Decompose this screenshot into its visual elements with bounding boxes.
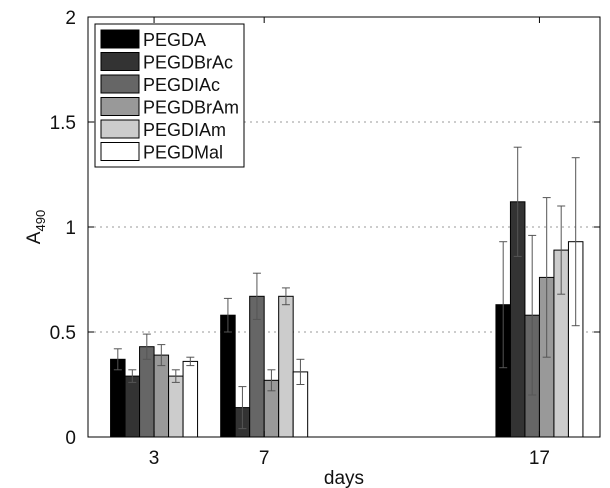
legend-label: PEGDBrAc bbox=[143, 53, 233, 73]
legend-swatch bbox=[100, 29, 140, 49]
legend-label: PEGDA bbox=[143, 30, 206, 50]
bar bbox=[168, 375, 184, 438]
x-tick-label: 7 bbox=[259, 448, 270, 469]
legend-swatch bbox=[100, 97, 140, 116]
x-tick-label: 3 bbox=[149, 448, 160, 469]
y-axis-label-subscript: 490 bbox=[33, 210, 48, 232]
legend-swatch bbox=[100, 74, 140, 94]
bars bbox=[110, 201, 584, 438]
error-bars bbox=[113, 146, 580, 430]
bar bbox=[139, 346, 155, 438]
y-tick-label: 0.5 bbox=[50, 323, 76, 344]
bar bbox=[220, 314, 236, 438]
y-tick-label: 2 bbox=[65, 8, 76, 29]
bar bbox=[278, 295, 294, 438]
bar bbox=[182, 360, 199, 438]
y-tick-label: 1.5 bbox=[50, 113, 76, 134]
legend-label: PEGDMal bbox=[143, 143, 223, 163]
y-tick-label: 0 bbox=[65, 428, 76, 449]
bar bbox=[110, 358, 126, 438]
legend-label: PEGDIAc bbox=[143, 75, 220, 95]
y-tick-label: 1 bbox=[65, 218, 76, 239]
legend-swatch bbox=[100, 119, 140, 139]
x-tick-label: 17 bbox=[529, 448, 550, 469]
bar bbox=[124, 375, 141, 438]
y-axis-label-main: A bbox=[24, 231, 45, 244]
axis-ticks: 0 0.5 1 1.5 2 3 7 17 bbox=[50, 8, 600, 469]
legend-label: PEGDBrAm bbox=[143, 98, 239, 118]
x-axis-label: days bbox=[324, 468, 364, 488]
bar bbox=[153, 354, 170, 438]
legend-swatch bbox=[100, 142, 140, 161]
legend-swatch bbox=[100, 52, 140, 71]
y-axis-label: A490 bbox=[24, 210, 48, 244]
legend-label: PEGDIAm bbox=[143, 120, 226, 140]
